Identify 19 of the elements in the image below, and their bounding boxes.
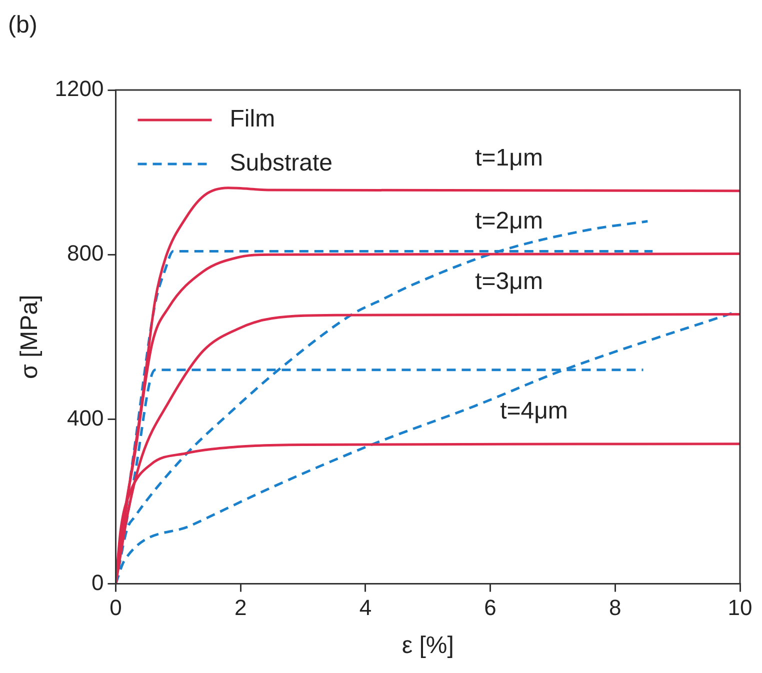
x-tick-label: 0 [110,595,122,620]
y-tick-label: 1200 [54,76,104,102]
annotation: t=4μm [500,398,568,425]
legend-label: Substrate [230,150,332,177]
x-tick-label: 10 [728,595,752,620]
y-tick-label: 0 [91,570,104,595]
annotation: t=2μm [475,207,543,234]
x-tick-label: 8 [609,595,622,620]
x-tick-label: 2 [234,595,247,620]
annotation: t=3μm [475,268,543,295]
y-axis-title: σ [MPa] [16,294,44,379]
text: (b) [8,12,38,39]
x-tick-label: 4 [359,595,372,620]
annotation: t=1μm [475,144,543,172]
legend-label: Film [230,106,276,133]
y-tick-label: 400 [67,405,104,430]
y-tick-label: 800 [67,240,104,266]
x-tick-label: 6 [484,595,496,620]
x-axis-title: ε [%] [402,632,454,660]
